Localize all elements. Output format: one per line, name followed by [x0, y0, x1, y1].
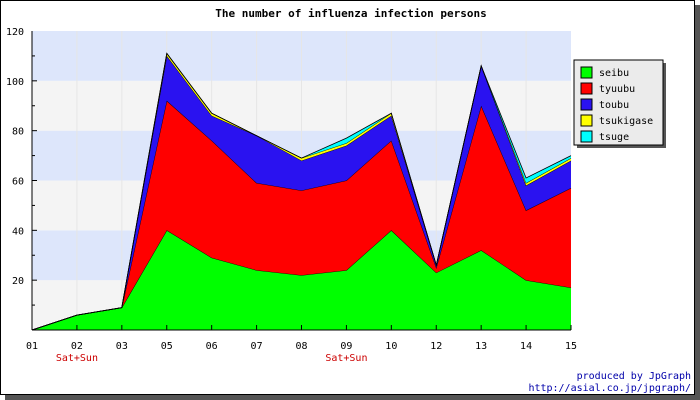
legend-label-tsukigase: tsukigase [599, 116, 653, 127]
legend-label-tsuge: tsuge [599, 132, 629, 143]
x-tick-label: 05 [161, 341, 173, 352]
x-tick-label: 08 [295, 341, 307, 352]
axes: 20 40 60 80 100 120 01 02 03 05 06 07 08 09 10 12 13 14 15… [6, 27, 577, 364]
weekend-note: Sat+Sun [56, 353, 98, 364]
y-tick-label: 40 [12, 226, 24, 237]
x-tick-label: 07 [251, 341, 263, 352]
legend-swatch-seibu [580, 66, 593, 79]
influenza-stacked-area-chart: The number of influenza infection person… [6, 7, 691, 394]
legend-label-toubu: toubu [599, 100, 629, 111]
legend-label-tyuubu: tyuubu [599, 84, 635, 95]
legend: seibu tyuubu toubu tsukigase tsuge [573, 59, 666, 148]
x-tick-label: 14 [520, 341, 532, 352]
legend-swatch-tsuge [580, 130, 593, 143]
x-tick-label: 13 [475, 341, 487, 352]
legend-swatch-tsukigase [580, 114, 593, 127]
chart-title: The number of influenza infection person… [215, 7, 487, 20]
x-tick-label: 06 [206, 341, 218, 352]
series-line-tsuge [31, 52, 572, 331]
weekend-note: Sat+Sun [325, 353, 367, 364]
series-area-seibu [32, 230, 571, 330]
series-area-tyuubu [32, 100, 571, 330]
footer-credit: produced by JpGraph [577, 371, 691, 382]
y-tick-label: 100 [6, 77, 24, 88]
x-tick-label: 15 [565, 341, 577, 352]
y-tick-label: 60 [12, 177, 24, 188]
stacked-areas [31, 52, 572, 331]
legend-swatch-toubu [580, 98, 593, 111]
y-tick-label: 80 [12, 127, 24, 138]
footer-url[interactable]: http://asial.co.jp/jpgraph/ [528, 383, 691, 394]
x-tick-label: 03 [116, 341, 128, 352]
x-tick-label: 01 [26, 341, 38, 352]
x-tick-label: 10 [385, 341, 397, 352]
x-tick-label: 09 [340, 341, 352, 352]
legend-label-seibu: seibu [599, 68, 629, 79]
x-tick-label: 12 [430, 341, 442, 352]
legend-swatch-tyuubu [580, 82, 593, 95]
y-tick-label: 20 [12, 276, 24, 287]
y-tick-label: 120 [6, 27, 24, 38]
x-tick-label: 02 [71, 341, 83, 352]
